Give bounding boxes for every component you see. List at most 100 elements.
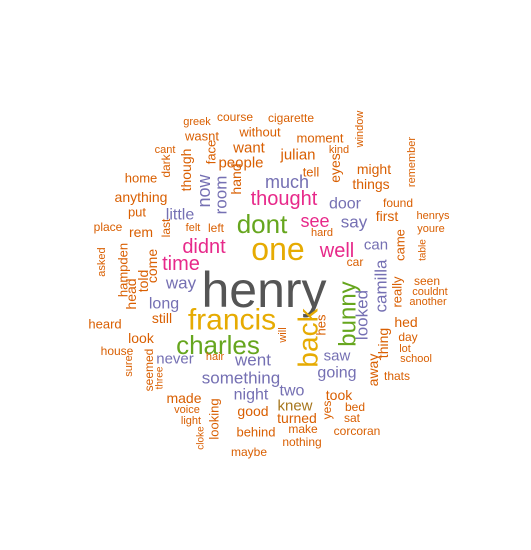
word-henrys: henrys (416, 210, 450, 222)
word-hand: hand (228, 163, 244, 194)
word-kind: kind (329, 144, 349, 156)
word-thought: thought (251, 188, 318, 210)
word-people: people (218, 155, 263, 172)
word-behind: behind (236, 425, 275, 440)
word-much: much (265, 172, 309, 192)
word-took: took (326, 387, 353, 403)
word-sure: sure (123, 355, 135, 376)
word-day: day (398, 330, 417, 344)
word-nothing: nothing (282, 435, 321, 449)
word-cant: cant (155, 144, 176, 156)
word-saw: saw (324, 348, 351, 365)
word-francis: francis (188, 304, 276, 337)
word-car: car (347, 255, 364, 269)
word-hair: hair (206, 351, 225, 363)
word-long: long (149, 296, 179, 313)
word-never: never (156, 351, 194, 368)
word-can: can (364, 237, 388, 254)
word-room: room (212, 176, 231, 215)
word-sat: sat (344, 411, 361, 425)
word-look: look (128, 330, 155, 346)
word-seemed: seemed (142, 349, 156, 392)
word-another: another (409, 296, 447, 308)
word-way: way (165, 274, 197, 293)
word-dark: dark (159, 153, 173, 177)
word-table: table (418, 239, 429, 261)
word-voice: voice (174, 404, 200, 416)
word-two: two (280, 383, 305, 400)
word-home: home (125, 171, 158, 186)
word-things: things (352, 176, 389, 192)
word-still: still (152, 310, 172, 326)
word-door: door (329, 196, 362, 213)
word-bunny: bunny (335, 281, 362, 346)
word-bed: bed (345, 400, 365, 414)
word-see: see (300, 211, 329, 231)
word-found: found (383, 196, 413, 210)
word-hard: hard (311, 227, 333, 239)
word-first: first (376, 208, 399, 224)
word-wasnt: wasnt (184, 129, 219, 144)
word-youre: youre (417, 223, 445, 235)
word-three: three (155, 366, 166, 389)
word-knew: knew (277, 398, 312, 415)
word-couldnt: couldnt (412, 286, 447, 298)
word-light: light (181, 415, 201, 427)
word-greek: greek (183, 116, 211, 128)
word-course: course (217, 110, 253, 124)
word-window: window (354, 111, 366, 149)
word-camilla: camilla (372, 259, 391, 312)
word-corcoran: corcoran (334, 424, 381, 438)
word-one: one (251, 231, 304, 267)
word-seen: seen (414, 274, 440, 288)
word-asked: asked (96, 247, 108, 276)
word-put: put (128, 205, 146, 220)
word-came: came (393, 229, 408, 261)
word-moment: moment (297, 131, 344, 146)
word-julian: julian (279, 147, 315, 164)
word-made: made (166, 390, 201, 406)
word-looked: looked (353, 290, 372, 340)
word-charles: charles (176, 330, 260, 360)
word-will: will (277, 327, 289, 343)
word-looking: looking (207, 398, 222, 439)
word-away: away (365, 354, 381, 387)
word-head: head (123, 278, 139, 309)
word-place: place (94, 220, 123, 234)
word-without: without (238, 125, 281, 140)
word-thing: thing (375, 328, 391, 358)
word-little: little (166, 207, 195, 224)
word-felt: felt (186, 222, 201, 234)
word-tell: tell (303, 165, 320, 180)
word-face: face (204, 140, 219, 165)
word-really: really (390, 276, 405, 308)
word-time: time (162, 253, 200, 275)
word-went: went (234, 351, 271, 370)
word-henry: henry (201, 262, 326, 318)
word-night: night (234, 387, 269, 404)
word-eyes: eyes (327, 153, 343, 183)
word-left: left (208, 221, 225, 235)
word-though: though (178, 149, 194, 192)
word-rem: rem (129, 224, 153, 240)
word-hampden: hampden (116, 243, 131, 297)
word-didnt: didnt (182, 236, 226, 258)
word-school: school (400, 353, 432, 365)
word-remember: remember (406, 137, 418, 187)
word-going: going (317, 365, 356, 382)
word-hed: hed (394, 314, 417, 330)
word-yes: yes (320, 401, 334, 420)
word-now: now (194, 173, 214, 207)
word-might: might (357, 161, 391, 177)
word-well: well (319, 240, 354, 262)
word-thats: thats (384, 369, 410, 383)
word-cigarette: cigarette (268, 111, 314, 125)
word-good: good (237, 403, 268, 419)
word-dont: dont (237, 209, 288, 239)
word-turned: turned (277, 410, 317, 426)
word-want: want (232, 140, 266, 157)
word-house: house (101, 344, 134, 358)
word-say: say (341, 213, 368, 232)
word-anything: anything (115, 189, 168, 205)
